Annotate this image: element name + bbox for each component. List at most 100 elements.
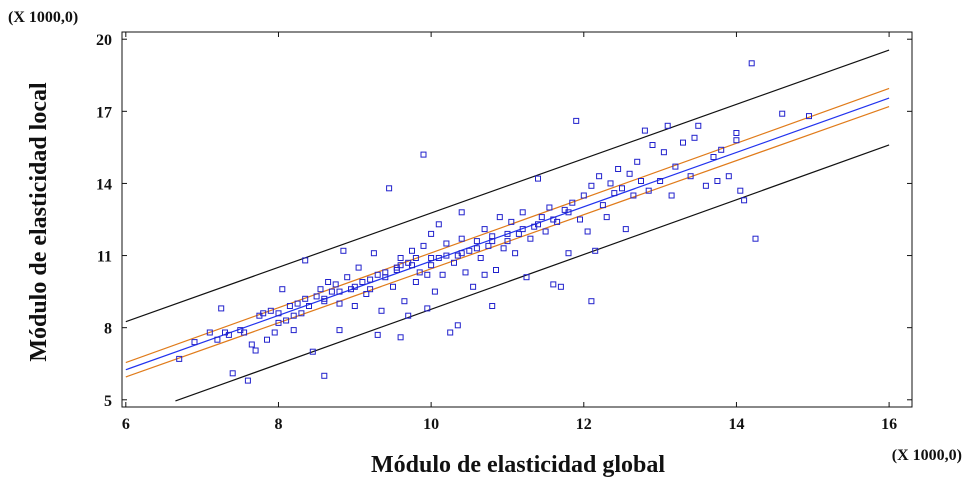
data-point xyxy=(550,216,557,223)
data-point xyxy=(443,252,450,259)
data-point xyxy=(218,305,225,312)
data-point xyxy=(420,151,427,158)
data-point xyxy=(592,247,599,254)
data-point xyxy=(481,271,488,278)
plot-frame xyxy=(121,31,913,408)
data-point xyxy=(275,310,282,317)
data-point xyxy=(336,288,343,295)
data-point xyxy=(806,113,812,120)
y-tick-label: 5 xyxy=(104,393,112,410)
data-point xyxy=(241,329,248,336)
data-point xyxy=(473,238,480,245)
data-point xyxy=(588,182,595,189)
data-point xyxy=(741,197,748,204)
data-point xyxy=(275,319,282,326)
data-point xyxy=(672,163,679,170)
y-tick-label: 17 xyxy=(96,104,112,121)
data-point xyxy=(748,60,755,67)
data-point xyxy=(725,173,732,180)
data-point xyxy=(645,187,652,194)
data-point xyxy=(615,166,622,172)
data-point xyxy=(695,122,702,129)
data-point xyxy=(214,336,221,343)
data-point xyxy=(313,293,320,300)
data-point xyxy=(412,279,419,285)
data-point xyxy=(359,279,366,285)
data-point xyxy=(321,295,328,302)
data-point xyxy=(657,178,664,184)
data-point xyxy=(248,341,255,348)
data-point xyxy=(573,117,580,124)
data-point xyxy=(325,279,332,285)
data-point xyxy=(649,142,656,148)
data-point xyxy=(386,185,393,192)
y-axis-ticks: 5 8 11 14 17 20 xyxy=(96,32,912,410)
data-point xyxy=(622,226,629,233)
y-axis-title: Módulo de elasticidad local xyxy=(26,82,52,362)
data-point xyxy=(638,178,644,184)
prediction-lower-line xyxy=(175,144,890,402)
data-point xyxy=(660,149,667,156)
data-point xyxy=(710,154,717,160)
data-point xyxy=(447,329,454,336)
data-point xyxy=(290,327,297,334)
data-point xyxy=(416,269,423,276)
data-point xyxy=(607,180,614,187)
data-point xyxy=(428,255,435,261)
data-point xyxy=(390,283,396,290)
data-point xyxy=(355,264,362,271)
data-point xyxy=(302,295,309,302)
data-point xyxy=(733,130,740,136)
data-point xyxy=(428,230,435,237)
x-tick-label: 12 xyxy=(576,416,592,433)
data-point xyxy=(397,334,404,341)
data-point xyxy=(542,228,549,235)
data-point xyxy=(451,259,457,266)
data-point xyxy=(374,331,381,338)
y-tick-label: 11 xyxy=(97,249,112,266)
data-point xyxy=(489,303,496,309)
data-point xyxy=(458,209,465,216)
data-point xyxy=(523,274,530,281)
data-point xyxy=(470,283,477,290)
data-point xyxy=(252,347,259,354)
data-point xyxy=(264,336,270,343)
x-multiplier-label: (X 1000,0) xyxy=(892,447,962,464)
data-point xyxy=(634,158,641,165)
x-tick-label: 16 xyxy=(881,416,897,433)
y-tick-label: 8 xyxy=(104,321,112,338)
data-point xyxy=(504,230,511,237)
data-point xyxy=(714,178,721,184)
data-point xyxy=(431,288,438,295)
data-point xyxy=(206,329,213,336)
data-point xyxy=(370,250,377,257)
data-point xyxy=(565,250,572,257)
data-point xyxy=(668,192,675,199)
data-point xyxy=(279,286,286,293)
data-point xyxy=(489,233,496,240)
data-point xyxy=(244,377,251,384)
data-point xyxy=(515,230,522,237)
data-point xyxy=(752,235,759,242)
data-point xyxy=(626,170,633,177)
data-point xyxy=(290,312,297,319)
data-point xyxy=(569,199,576,206)
data-point xyxy=(340,247,347,254)
data-point xyxy=(336,300,343,307)
data-point xyxy=(619,185,625,192)
data-point xyxy=(557,283,564,290)
data-point xyxy=(493,267,499,273)
data-point xyxy=(466,247,473,254)
data-point xyxy=(363,291,370,297)
data-point xyxy=(489,238,496,245)
data-point xyxy=(691,134,698,141)
data-point xyxy=(519,209,526,216)
data-point xyxy=(458,235,465,242)
data-point xyxy=(397,262,404,269)
data-point xyxy=(336,327,343,334)
data-point xyxy=(332,281,339,288)
data-point xyxy=(412,255,419,261)
data-point xyxy=(527,235,534,242)
data-point xyxy=(321,372,328,379)
